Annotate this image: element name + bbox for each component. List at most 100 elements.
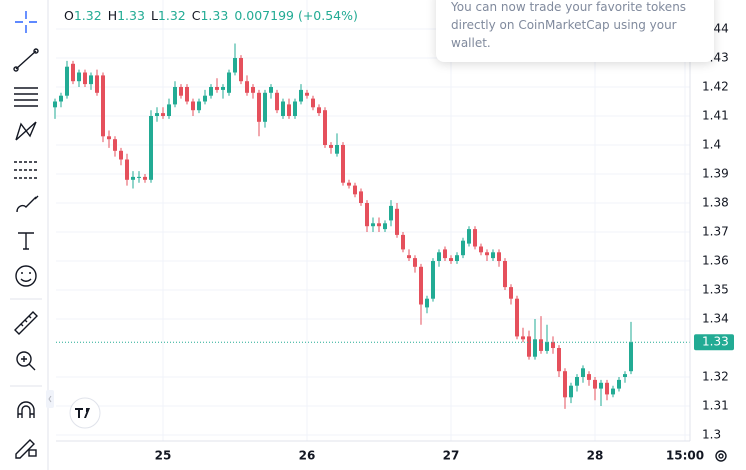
candle-body xyxy=(287,104,291,116)
magnet-tool[interactable] xyxy=(17,401,35,418)
candle-body xyxy=(365,203,369,227)
zoom-tool[interactable] xyxy=(16,351,36,371)
candle-body xyxy=(485,252,489,256)
y-tick-label: 1.3 xyxy=(702,428,721,442)
candle-body xyxy=(359,191,363,203)
candle-body xyxy=(203,95,207,102)
emoji-tool[interactable] xyxy=(15,265,37,287)
candle-body xyxy=(371,223,375,227)
y-tick-label: 1.41 xyxy=(702,109,729,123)
candle-body xyxy=(143,176,147,180)
candle-body xyxy=(383,223,387,230)
candle-body xyxy=(53,101,57,108)
candle-body xyxy=(131,176,135,180)
candle-body xyxy=(317,107,321,114)
text-tool[interactable] xyxy=(18,232,34,250)
candle-body xyxy=(83,72,87,85)
candle-body xyxy=(209,87,213,96)
settings-icon[interactable] xyxy=(715,450,727,462)
candle-body xyxy=(329,145,333,148)
candle-body xyxy=(341,145,345,183)
candle-body xyxy=(575,377,579,386)
crosshair-tool[interactable] xyxy=(15,11,37,33)
candle-body xyxy=(353,185,357,195)
candle-body xyxy=(77,72,81,82)
brush-tool[interactable] xyxy=(16,195,39,213)
popup-text: You can now trade your favorite tokens xyxy=(451,0,687,14)
x-tick-label: 25 xyxy=(155,449,172,463)
candle-body xyxy=(623,374,627,377)
candle-body xyxy=(377,223,381,227)
candle-body xyxy=(581,368,585,377)
last-price-box xyxy=(694,334,734,351)
candle-body xyxy=(503,261,507,288)
ohlc-legend: O1.32 H1.33 L1.32 C1.33 0.007199 (+0.54%) xyxy=(64,8,358,23)
candle-body xyxy=(179,87,183,96)
tradingview-logo[interactable] xyxy=(69,397,101,429)
candle-body xyxy=(233,58,237,73)
plot-area xyxy=(53,0,690,441)
y-tick-label: 1.42 xyxy=(702,80,729,94)
y-tick-label: 1.36 xyxy=(702,254,729,268)
candle-body xyxy=(629,342,633,372)
ohlc-value: 1.33 xyxy=(200,8,229,23)
candle-body xyxy=(461,240,465,256)
candle-body xyxy=(413,258,417,267)
ruler-tool[interactable] xyxy=(14,311,38,335)
ohlc-value: 1.33 xyxy=(117,8,145,23)
candle-body xyxy=(455,255,459,261)
candle-body xyxy=(449,258,453,261)
candle-body xyxy=(161,113,165,116)
notification-popup[interactable]: You can now trade your favorite tokens di… xyxy=(436,0,714,62)
popup-text: directly on CoinMarketCap using your xyxy=(451,18,677,32)
fib-tool[interactable] xyxy=(14,87,38,107)
y-tick-label: 1.32 xyxy=(702,370,729,384)
candle-body xyxy=(155,113,159,116)
candle-body xyxy=(119,150,123,160)
candle-body xyxy=(395,208,399,235)
candle-body xyxy=(407,255,411,259)
candle-body xyxy=(563,371,567,398)
candle-body xyxy=(275,92,279,111)
candle-body xyxy=(239,58,243,82)
candle-body xyxy=(611,388,615,395)
ohlc-key: O xyxy=(64,8,74,23)
candle-body xyxy=(65,66,69,96)
candle-body xyxy=(191,101,195,111)
candle-body xyxy=(437,252,441,261)
candle-body xyxy=(293,101,297,116)
candle-body xyxy=(257,92,261,122)
candle-body xyxy=(443,249,447,259)
candle-body xyxy=(479,246,483,253)
candle-body xyxy=(185,87,189,102)
pattern-tool[interactable] xyxy=(15,121,37,141)
candle-body xyxy=(521,336,525,340)
candle-body xyxy=(419,266,423,305)
candle-body xyxy=(59,95,63,102)
candle-body xyxy=(347,182,351,186)
toolbar xyxy=(10,0,49,470)
ohlc-value: 1.32 xyxy=(73,8,102,23)
collapse-handle[interactable] xyxy=(46,390,54,408)
trend-line-tool[interactable] xyxy=(13,48,39,72)
candle-body xyxy=(431,261,435,299)
candle-body xyxy=(335,145,339,154)
candle-body xyxy=(149,116,153,180)
candle-body xyxy=(299,89,303,102)
candle-body xyxy=(173,87,177,105)
candle-body xyxy=(95,75,99,93)
ohlc-key: H xyxy=(107,8,118,23)
candle-body xyxy=(425,298,429,308)
popup-text: wallet. xyxy=(451,36,491,50)
candle-body xyxy=(569,385,573,398)
y-tick-label: 1.4 xyxy=(702,138,721,152)
candle-body xyxy=(89,75,93,85)
lock-draw-tool[interactable] xyxy=(15,439,37,459)
prediction-tool[interactable] xyxy=(14,161,38,179)
ohlc-key: C xyxy=(191,8,201,23)
candle-body xyxy=(587,374,591,380)
candle-body xyxy=(533,339,537,357)
candle-body xyxy=(527,336,531,357)
